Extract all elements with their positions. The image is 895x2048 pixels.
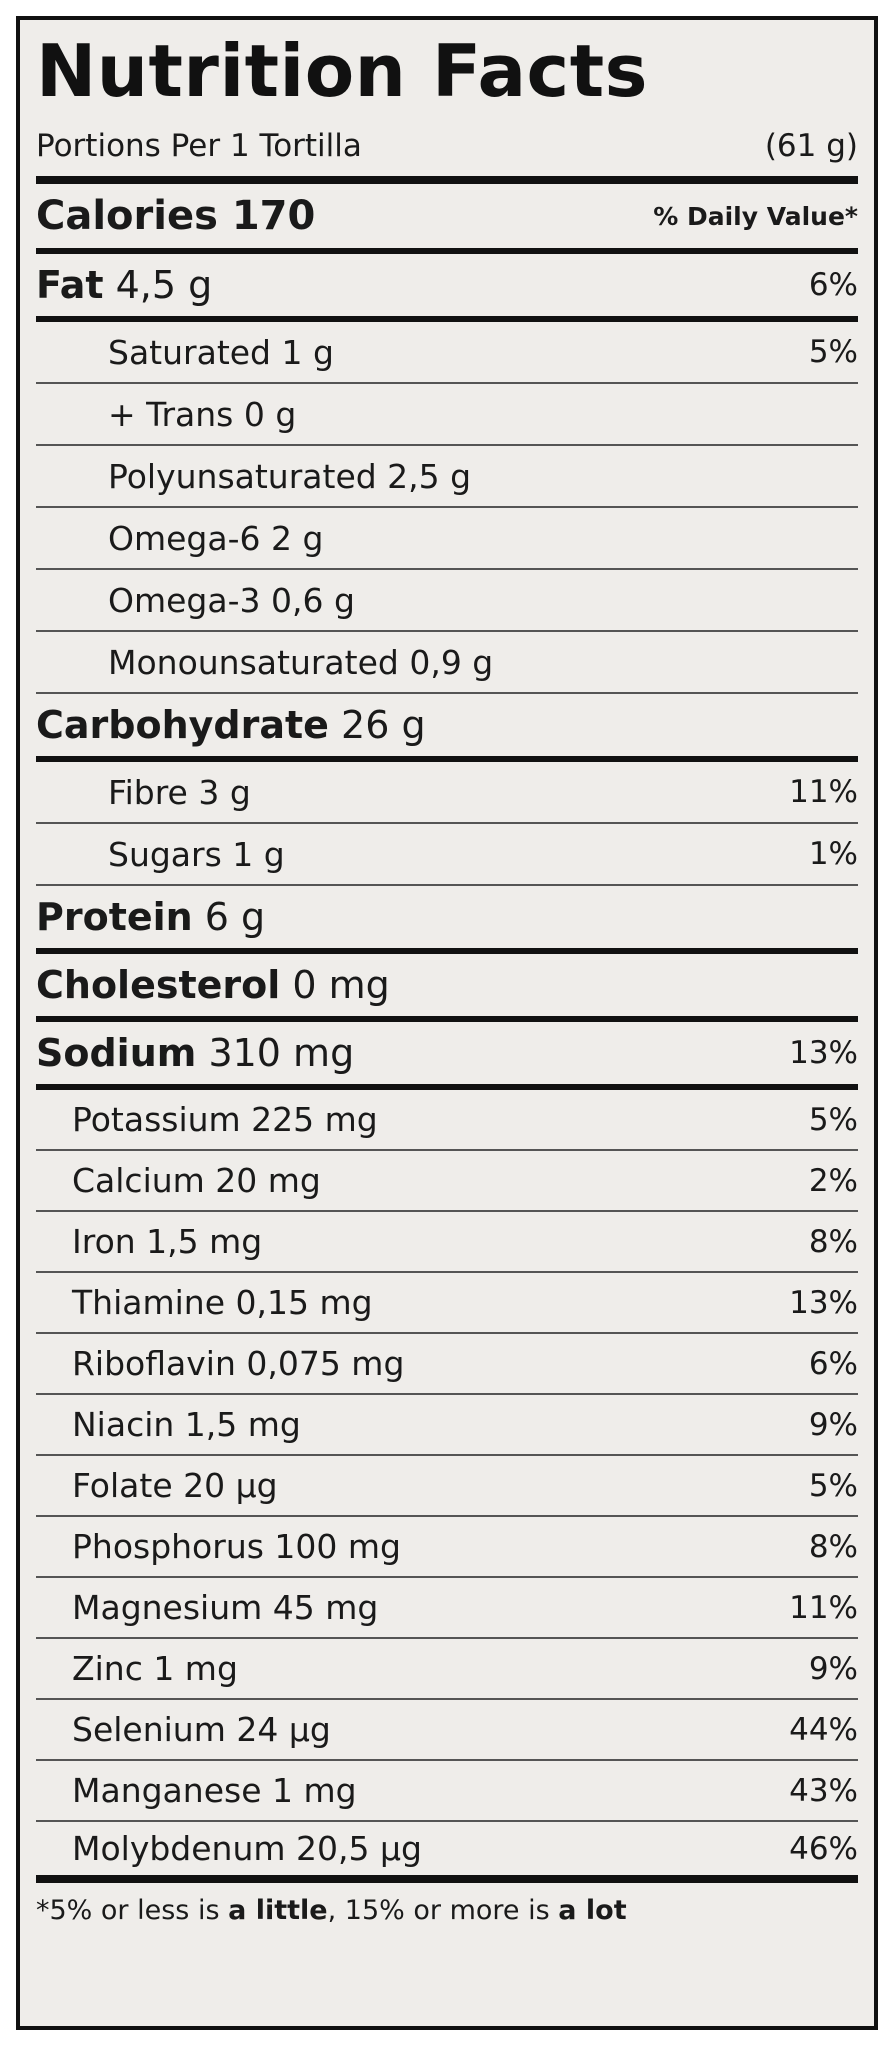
fat-sub-label: Saturated 1 g xyxy=(108,332,334,372)
nutrient-label: Folate 20 µg xyxy=(72,1466,278,1505)
nutrient-label: Molybdenum 20,5 µg xyxy=(72,1829,422,1868)
nutrient-percent: 13% xyxy=(789,1284,858,1321)
fat-sub-label: Omega-3 0,6 g xyxy=(108,580,355,620)
nutrition-facts-label: Nutrition Facts Portions Per 1 Tortilla … xyxy=(16,16,878,2030)
fat-sub-row: Monounsaturated 0,9 g xyxy=(36,632,858,694)
calories-row: Calories 170 % Daily Value* xyxy=(36,184,858,254)
fat-sub-label: Monounsaturated 0,9 g xyxy=(108,642,494,682)
fat-percent: 6% xyxy=(808,267,858,303)
nutrient-row: Phosphorus 100 mg 8% xyxy=(36,1517,858,1578)
nutrient-percent: 5% xyxy=(808,1467,858,1504)
nutrient-label: Iron 1,5 mg xyxy=(72,1222,263,1261)
nutrient-percent: 11% xyxy=(789,1589,858,1626)
carbohydrate-sub-label: Fibre 3 g xyxy=(108,772,251,812)
cholesterol-name: Cholesterol xyxy=(36,963,281,1007)
nutrient-label: Thiamine 0,15 mg xyxy=(72,1283,373,1322)
fat-sub-row: + Trans 0 g xyxy=(36,384,858,446)
fat-sub-row: Omega-6 2 g xyxy=(36,508,858,570)
protein-row: Protein 6 g xyxy=(36,886,858,954)
nutrient-row: Potassium 225 mg 5% xyxy=(36,1090,858,1151)
protein-name: Protein xyxy=(36,895,193,939)
cholesterol-label: Cholesterol 0 mg xyxy=(36,963,390,1007)
nutrient-row: Iron 1,5 mg 8% xyxy=(36,1212,858,1273)
nutrient-percent: 43% xyxy=(789,1772,858,1809)
nutrient-percent: 8% xyxy=(808,1223,858,1260)
carbohydrate-name: Carbohydrate xyxy=(36,703,329,747)
carbohydrate-sub-label: Sugars 1 g xyxy=(108,834,285,874)
nutrient-row: Folate 20 µg 5% xyxy=(36,1456,858,1517)
nutrient-percent: 46% xyxy=(789,1830,858,1867)
nutrient-row: Calcium 20 mg 2% xyxy=(36,1151,858,1212)
footnote-text-2: , 15% or more is xyxy=(327,1895,559,1926)
fat-sub-label: Omega-6 2 g xyxy=(108,518,324,558)
fat-sub-label: + Trans 0 g xyxy=(108,394,297,434)
sodium-amount: 310 mg xyxy=(196,1031,355,1075)
footnote-bold-1: a little xyxy=(228,1895,328,1926)
nutrient-label: Zinc 1 mg xyxy=(72,1649,238,1688)
nutrient-row: Selenium 24 µg 44% xyxy=(36,1700,858,1761)
nutrient-row: Riboflavin 0,075 mg 6% xyxy=(36,1334,858,1395)
label-title: Nutrition Facts xyxy=(36,29,649,113)
carbohydrate-sub-row: Fibre 3 g 11% xyxy=(36,762,858,824)
nutrient-label: Manganese 1 mg xyxy=(72,1771,357,1810)
footnote-text-1: *5% or less is xyxy=(36,1895,229,1926)
nutrient-label: Magnesium 45 mg xyxy=(72,1588,379,1627)
nutrient-percent: 6% xyxy=(808,1345,858,1382)
fat-sub-row: Polyunsaturated 2,5 g xyxy=(36,446,858,508)
nutrient-row: Molybdenum 20,5 µg 46% xyxy=(36,1822,858,1883)
nutrient-row: Manganese 1 mg 43% xyxy=(36,1761,858,1822)
calories-label: Calories 170 xyxy=(36,193,316,239)
protein-amount: 6 g xyxy=(192,895,266,939)
fat-sub-percent: 5% xyxy=(808,334,858,370)
cholesterol-amount: 0 mg xyxy=(280,963,390,1007)
carbohydrate-sub-row: Sugars 1 g 1% xyxy=(36,824,858,886)
fat-sub-label: Polyunsaturated 2,5 g xyxy=(108,456,472,496)
portions-weight: (61 g) xyxy=(764,128,858,164)
nutrient-row: Niacin 1,5 mg 9% xyxy=(36,1395,858,1456)
sodium-label: Sodium 310 mg xyxy=(36,1031,354,1075)
cholesterol-row: Cholesterol 0 mg xyxy=(36,954,858,1022)
sodium-percent: 13% xyxy=(789,1035,858,1071)
nutrient-label: Niacin 1,5 mg xyxy=(72,1405,301,1444)
fat-label: Fat 4,5 g xyxy=(36,263,212,307)
fat-sub-row: Omega-3 0,6 g xyxy=(36,570,858,632)
nutrient-percent: 9% xyxy=(808,1650,858,1687)
nutrient-label: Calcium 20 mg xyxy=(72,1161,321,1200)
nutrient-row: Magnesium 45 mg 11% xyxy=(36,1578,858,1639)
portions-label: Portions Per 1 Tortilla xyxy=(36,128,362,164)
nutrient-row: Thiamine 0,15 mg 13% xyxy=(36,1273,858,1334)
fat-name: Fat xyxy=(36,263,104,307)
carbohydrate-amount: 26 g xyxy=(328,703,426,747)
nutrient-percent: 44% xyxy=(789,1711,858,1748)
nutrient-row: Zinc 1 mg 9% xyxy=(36,1639,858,1700)
nutrient-percent: 2% xyxy=(808,1162,858,1199)
nutrient-label: Potassium 225 mg xyxy=(72,1100,378,1139)
sodium-row: Sodium 310 mg 13% xyxy=(36,1022,858,1090)
carbohydrate-sub-percent: 1% xyxy=(808,836,858,872)
fat-sub-row: Saturated 1 g 5% xyxy=(36,322,858,384)
portions-row: Portions Per 1 Tortilla (61 g) xyxy=(36,116,858,184)
carbohydrate-label: Carbohydrate 26 g xyxy=(36,703,426,747)
daily-value-header: % Daily Value* xyxy=(653,201,858,231)
carbohydrate-sub-percent: 11% xyxy=(789,774,858,810)
sodium-name: Sodium xyxy=(36,1031,197,1075)
nutrient-label: Selenium 24 µg xyxy=(72,1710,331,1749)
footnote: *5% or less is a little, 15% or more is … xyxy=(36,1883,858,1926)
nutrient-percent: 9% xyxy=(808,1406,858,1443)
fat-amount: 4,5 g xyxy=(103,263,213,307)
nutrient-label: Riboflavin 0,075 mg xyxy=(72,1344,405,1383)
carbohydrate-row: Carbohydrate 26 g xyxy=(36,694,858,762)
footnote-bold-2: a lot xyxy=(558,1895,627,1926)
nutrient-percent: 8% xyxy=(808,1528,858,1565)
nutrient-label: Phosphorus 100 mg xyxy=(72,1527,401,1566)
protein-label: Protein 6 g xyxy=(36,895,265,939)
fat-row: Fat 4,5 g 6% xyxy=(36,254,858,322)
nutrient-percent: 5% xyxy=(808,1101,858,1138)
